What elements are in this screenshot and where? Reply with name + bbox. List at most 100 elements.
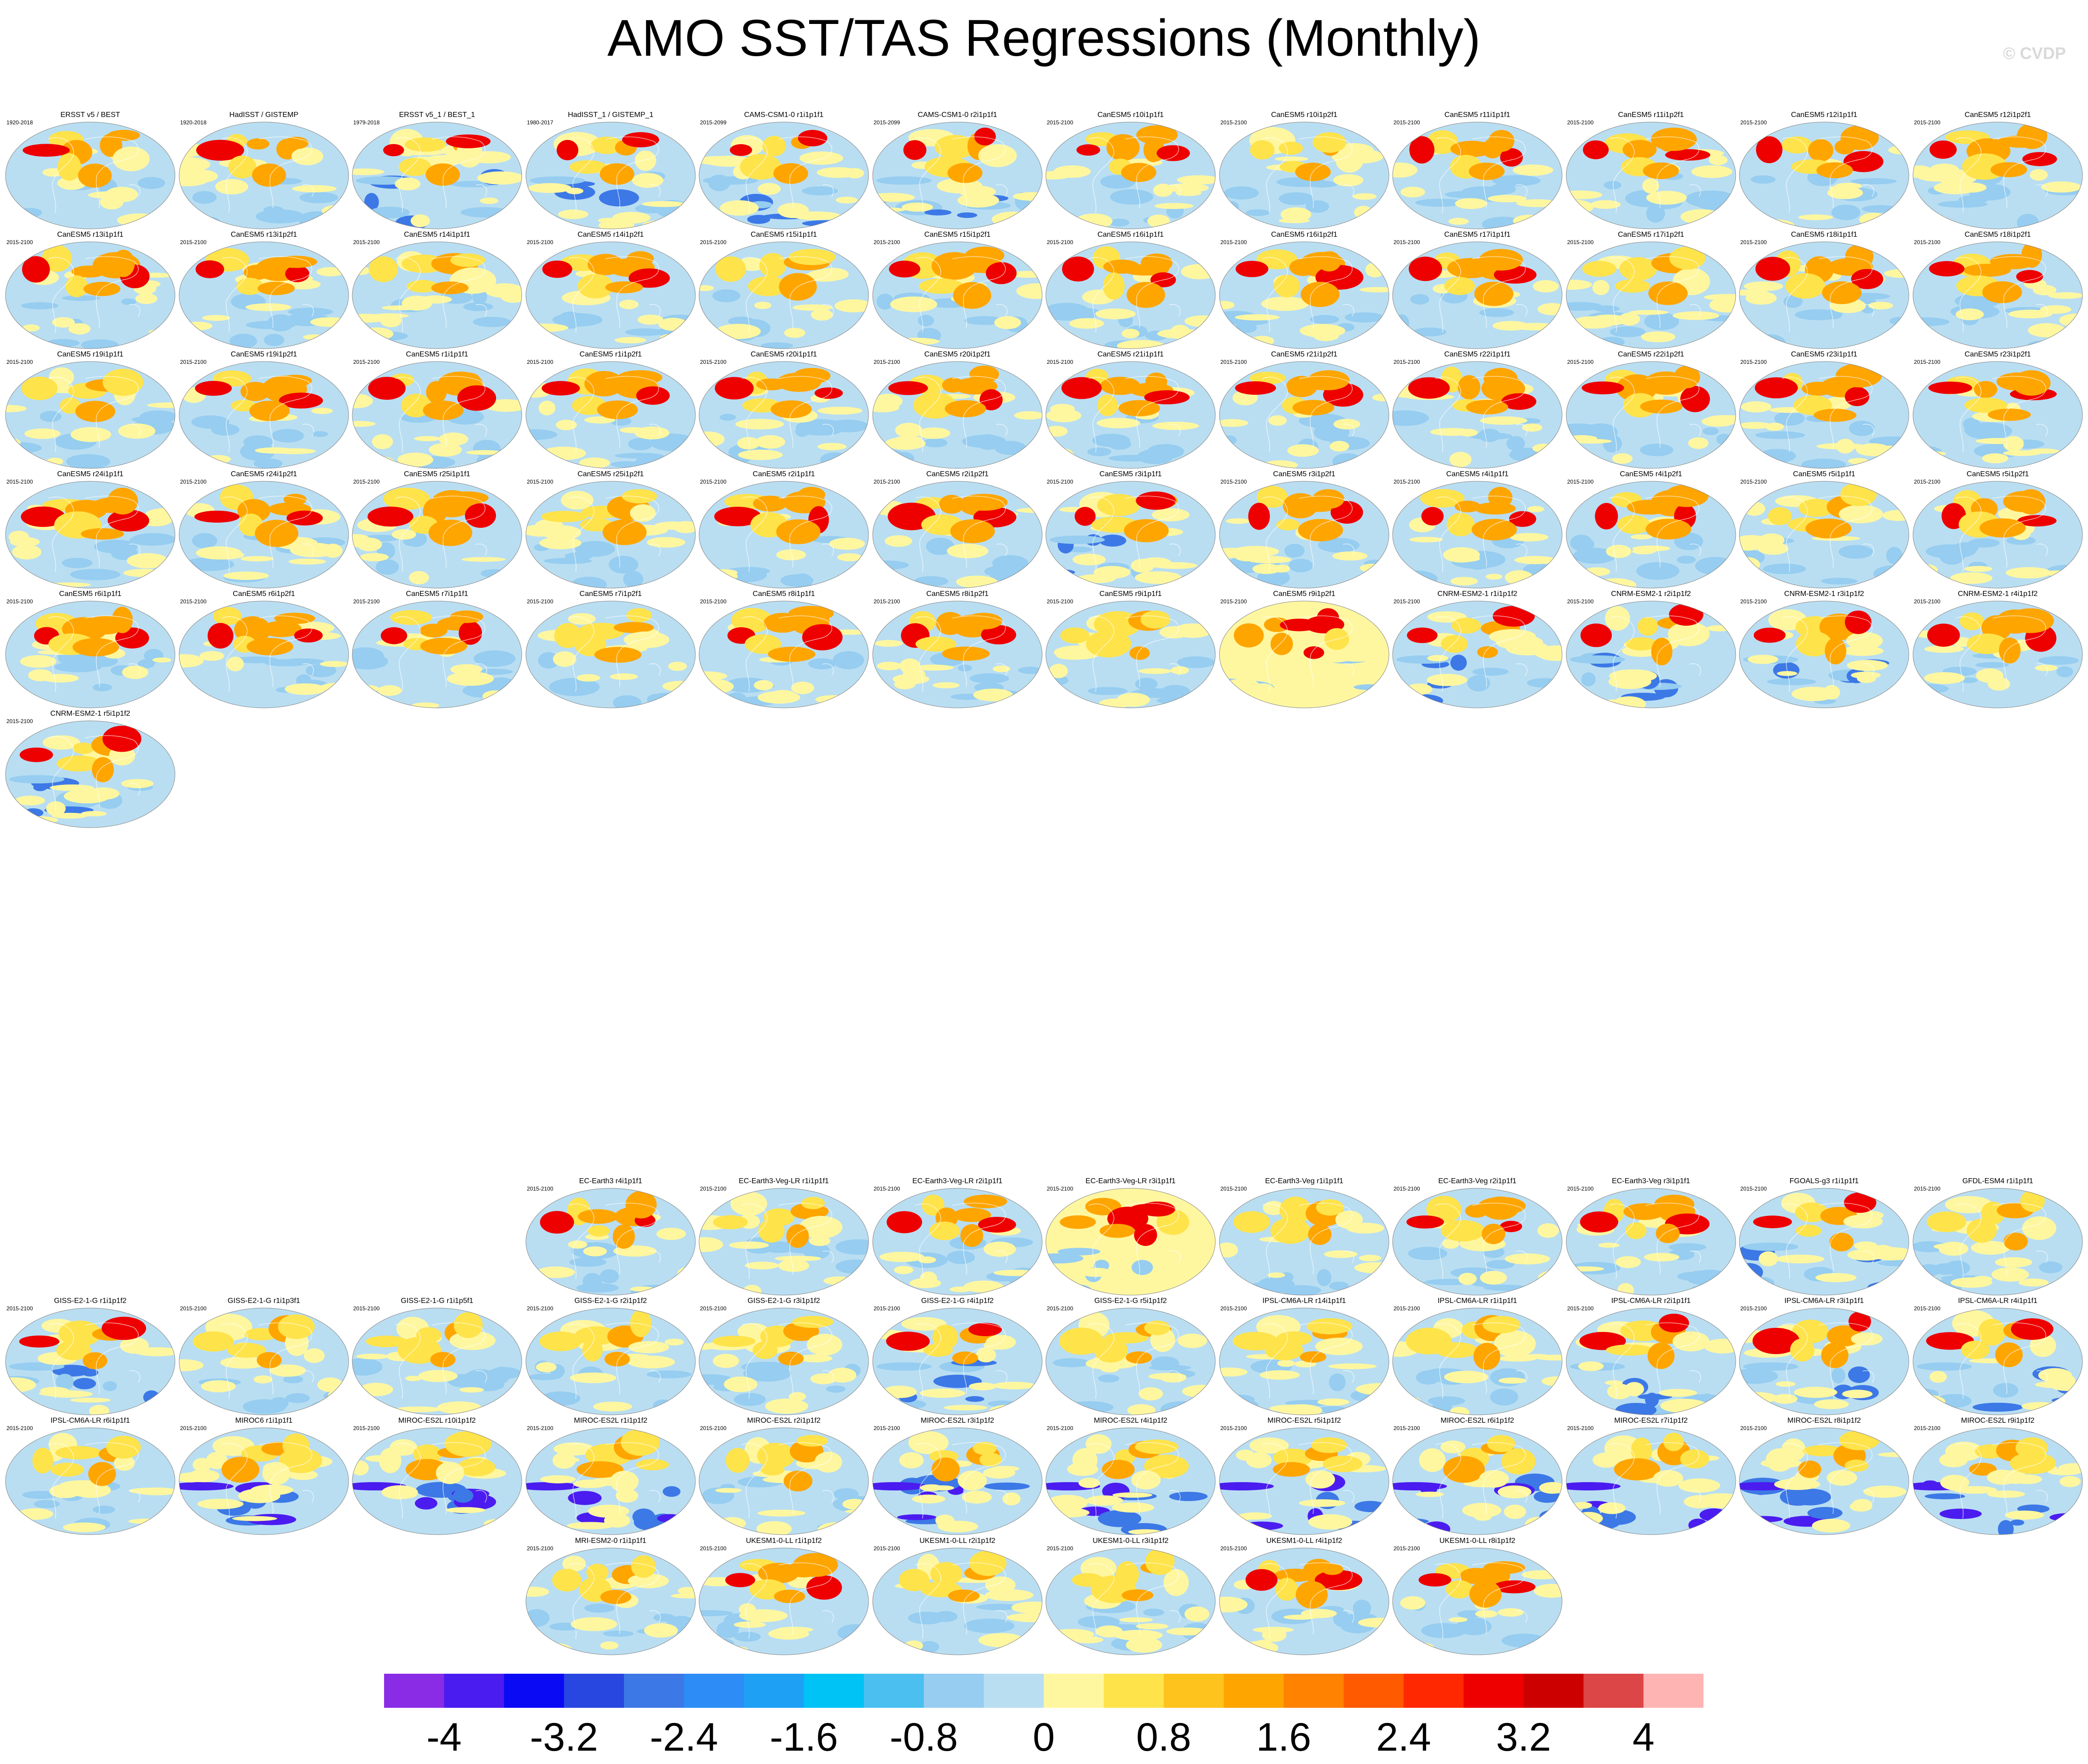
coastline: [222, 256, 314, 333]
cold-anomaly-patch: [984, 1482, 1030, 1490]
warm-anomaly-blob: [2021, 242, 2042, 268]
warm-anomaly-patch: [1641, 331, 1675, 343]
warm-anomaly-patch: [1706, 625, 1732, 631]
warm-anomaly-blob: [294, 628, 323, 643]
coastline: [568, 615, 661, 692]
panel-title: CanESM5 r6i1p1f1: [59, 590, 122, 598]
cold-anomaly-patch: [933, 1611, 958, 1622]
warm-anomaly-patch: [573, 1479, 608, 1488]
warm-anomaly-patch: [1485, 573, 1503, 580]
cold-anomaly-patch: [1087, 447, 1112, 456]
cold-anomaly-patch: [571, 577, 607, 588]
map-plot: [1566, 601, 1736, 708]
warm-anomaly-patch: [1612, 696, 1646, 708]
colorbar-swatch: [564, 1674, 624, 1708]
cold-anomaly-patch: [1598, 337, 1625, 348]
warm-anomaly-patch: [1991, 1267, 2029, 1282]
panel-title: CNRM-ESM2-1 r1i1p1f2: [1437, 590, 1517, 598]
warm-anomaly-patch: [754, 302, 772, 309]
map-border: [5, 1427, 175, 1535]
warm-anomaly-blob: [1849, 1311, 1871, 1332]
warm-anomaly-blob: [246, 638, 293, 655]
warm-anomaly-patch: [147, 402, 175, 408]
warm-anomaly-patch: [791, 682, 814, 695]
warm-anomaly-patch: [303, 334, 327, 340]
panel-title: CanESM5 r11i1p2f1: [1618, 111, 1684, 119]
cold-anomaly-patch: [1640, 444, 1674, 456]
cold-anomaly-patch: [1317, 1269, 1331, 1286]
map-border: [1913, 481, 2083, 589]
map-plot: [352, 241, 522, 349]
map-border: [1219, 361, 1389, 469]
map-border: [699, 1427, 869, 1535]
map-plot: [872, 1427, 1043, 1535]
warm-anomaly-patch: [1138, 668, 1172, 674]
panel-years: 2015-2100: [180, 359, 207, 365]
panel-years: 2015-2100: [874, 1425, 900, 1431]
panel-years: 2015-2100: [353, 359, 380, 365]
cold-anomaly-patch: [957, 664, 972, 672]
coastline: [741, 136, 834, 213]
cold-anomaly-patch: [1848, 1366, 1870, 1383]
warm-anomaly-patch: [673, 1400, 695, 1410]
map-border: [525, 1188, 696, 1296]
warm-anomaly-patch: [1148, 1373, 1186, 1380]
map-panel: CanESM5 r10i1p1f1 2015-2100: [1045, 111, 1216, 231]
warm-anomaly-blob: [420, 637, 467, 654]
warm-anomaly-blob: [1321, 1563, 1343, 1575]
warm-anomaly-patch: [322, 451, 349, 456]
panel-title: MIROC-ES2L r8i1p1f2: [1787, 1417, 1861, 1425]
warm-anomaly-patch: [1522, 1570, 1562, 1580]
panel-years: 2015-2100: [1047, 1545, 1073, 1552]
map-border: [1566, 481, 1736, 589]
warm-anomaly-blob: [753, 496, 787, 512]
panel-title: CanESM5 r20i1p1f1: [750, 350, 817, 358]
warm-anomaly-patch: [895, 423, 922, 438]
panel-years: 2015-2100: [353, 598, 380, 605]
warm-anomaly-blob: [1845, 244, 1874, 269]
cold-anomaly-patch: [1143, 1608, 1164, 1616]
warm-anomaly-patch: [378, 685, 402, 696]
warm-anomaly-blob: [213, 607, 242, 625]
map-border: [872, 361, 1043, 469]
warm-anomaly-patch: [784, 327, 805, 338]
map-panel: CanESM5 r9i1p1f1 2015-2100: [1045, 590, 1216, 710]
warm-anomaly-patch: [1324, 1250, 1358, 1258]
warm-anomaly-patch: [614, 337, 647, 344]
warm-anomaly-patch: [873, 403, 899, 413]
equatorial-cold-band: [530, 176, 585, 185]
warm-anomaly-patch: [541, 446, 586, 460]
cold-anomaly-patch: [1413, 327, 1446, 337]
panel-years: 2015-2100: [1394, 119, 1420, 126]
warm-anomaly-patch: [874, 640, 903, 647]
cold-anomaly-patch: [1780, 1488, 1816, 1506]
coastline: [1435, 136, 1528, 213]
panel-title: UKESM1-0-LL r8i1p1f2: [1439, 1537, 1516, 1545]
warm-anomaly-patch: [1759, 533, 1785, 547]
cold-anomaly-patch: [1573, 548, 1616, 564]
cold-anomaly-patch: [1821, 578, 1857, 584]
warm-anomaly-patch: [1226, 518, 1250, 524]
cold-anomaly-patch: [600, 1269, 619, 1284]
coastline: [568, 256, 661, 333]
warm-anomaly-blob: [957, 1470, 987, 1491]
cold-anomaly-patch: [1393, 570, 1438, 588]
warm-anomaly-patch: [202, 315, 230, 321]
warm-anomaly-blob: [945, 400, 986, 417]
panel-title: CanESM5 r19i1p1f1: [57, 350, 124, 358]
cold-anomaly-patch: [1695, 557, 1736, 575]
coastline: [48, 376, 140, 453]
warm-anomaly-blob: [1802, 1445, 1843, 1456]
warm-anomaly-blob: [1653, 1470, 1683, 1487]
warm-anomaly-patch: [1678, 1478, 1721, 1493]
warm-anomaly-blob: [72, 638, 119, 657]
warm-anomaly-blob: [92, 757, 114, 783]
warm-anomaly-blob: [1790, 1338, 1814, 1362]
warm-anomaly-patch: [737, 437, 760, 450]
warm-anomaly-patch: [1177, 175, 1215, 185]
map-plot: [525, 481, 696, 589]
map-panel: CanESM5 r17i1p1f1 2015-2100: [1392, 230, 1563, 351]
map-plot: [525, 1548, 696, 1655]
warm-anomaly-blob: [1443, 1456, 1485, 1483]
map-border: [872, 601, 1043, 708]
